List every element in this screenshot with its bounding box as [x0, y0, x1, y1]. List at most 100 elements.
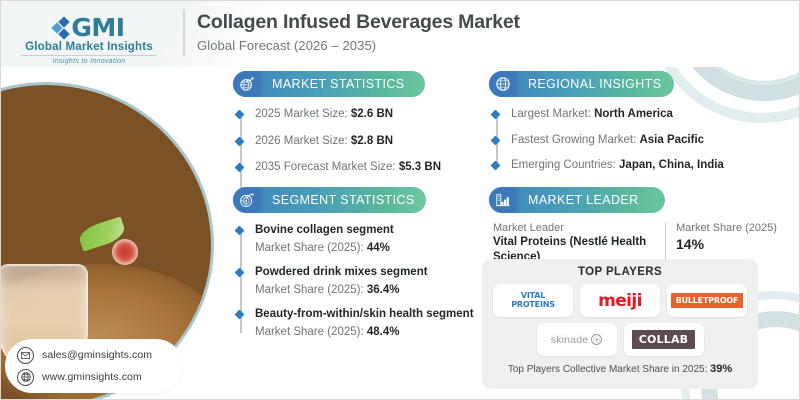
region-label: Emerging Countries:: [511, 159, 620, 172]
contact-website-row[interactable]: www.gminsights.com: [17, 368, 183, 386]
segment-name: Beauty-from-within/skin health segment: [255, 308, 474, 321]
photo-fig-slice: [112, 238, 138, 265]
stat-label: 2035 Forecast Market Size:: [255, 161, 399, 174]
list-item: Emerging Countries: Japan, China, India: [490, 158, 789, 174]
diamond-icon: [51, 15, 71, 40]
region-label: Fastest Growing Market:: [511, 133, 640, 146]
top-players-title: TOP PLAYERS: [577, 266, 663, 278]
contact-email: sales@gminsights.com: [42, 349, 153, 361]
list-item: Powdered drink mixes segment Market Shar…: [234, 265, 495, 298]
player-logo-collab[interactable]: COLLAB: [623, 323, 704, 356]
contact-panel: sales@gminsights.com www.gminsights.com: [5, 339, 183, 393]
top-players-panel: TOP PLAYERS VITAL PROTEINS meiji BULLETP…: [482, 259, 758, 389]
vital-proteins-line1: VITAL: [520, 291, 546, 301]
bullet-diamond-icon: [234, 136, 245, 146]
bullet-diamond-icon: [490, 160, 501, 171]
segment-statistics-pill: SEGMENT STATISTICS: [233, 187, 426, 213]
list-item: Bovine collagen segment Market Share (20…: [234, 223, 495, 256]
top-players-row-2: skinade ⦿ COLLAB: [492, 323, 748, 356]
player-logo-label: BULLETPROOF: [670, 293, 744, 308]
list-item: 2026 Market Size: $2.8 BN: [234, 134, 493, 150]
segment-share-value: 36.4%: [366, 283, 400, 296]
regional-insights-header: REGIONAL INSIGHTS: [489, 71, 789, 97]
envelope-icon: [17, 346, 34, 364]
segment-share-label: Market Share (2025):: [255, 325, 367, 338]
page-header: GMI Global Market Insights Insights to I…: [1, 1, 799, 67]
regional-insights-panel: REGIONAL INSIGHTS Largest Market: North …: [489, 71, 789, 174]
page-title: Collagen Infused Beverages Market: [197, 11, 520, 33]
title-block: Collagen Infused Beverages Market Global…: [197, 11, 520, 53]
player-logo-label: meiji: [598, 290, 642, 311]
player-logo-skinade[interactable]: skinade ⦿: [536, 323, 617, 356]
stat-label: 2025 Market Size:: [255, 108, 351, 120]
logo-tagline: Insights to Innovation: [52, 58, 126, 65]
market-leader-pill: MARKET LEADER: [489, 187, 665, 213]
market-leader-caption: Market Leader: [493, 222, 564, 234]
bullet-connector: [240, 113, 242, 196]
stat-value: $2.6 BN: [350, 108, 394, 120]
player-logo-label: skinade: [550, 333, 589, 346]
region-value: North America: [594, 108, 673, 120]
player-logo-label: PROTEINS: [511, 299, 555, 309]
bullet-diamond-icon: [490, 109, 501, 120]
segment-share-value: 48.4%: [366, 325, 400, 338]
market-leader-share-block: Market Share (2025) 14%: [665, 222, 777, 265]
regional-insights-list: Largest Market: North America Fastest Gr…: [489, 107, 789, 174]
title-divider: [183, 10, 185, 56]
collective-share-label: Top Players Collective Market Share in 2…: [507, 364, 711, 375]
globe-icon: [17, 368, 34, 386]
list-item: Beauty-from-within/skin health segment M…: [234, 307, 495, 340]
market-statistics-title: MARKET STATISTICS: [272, 77, 405, 91]
market-leader-panel: MARKET LEADER Market Leader Vital Protei…: [489, 187, 789, 265]
factory-chart-icon: [489, 187, 517, 213]
pie-chart-target-icon: [233, 187, 261, 213]
bullet-diamond-icon: [234, 267, 245, 278]
market-statistics-header: MARKET STATISTICS: [233, 71, 493, 97]
top-players-footer: Top Players Collective Market Share in 2…: [492, 363, 748, 375]
globe-chart-icon: [233, 71, 261, 97]
list-item: Fastest Growing Market: Asia Pacific: [490, 133, 789, 149]
bullet-diamond-icon: [234, 309, 245, 320]
segment-statistics-title: SEGMENT STATISTICS: [272, 193, 415, 207]
market-leader-title: MARKET LEADER: [528, 193, 639, 207]
regional-insights-title: REGIONAL INSIGHTS: [528, 77, 662, 91]
contact-website: www.gminsights.com: [42, 371, 142, 383]
region-value: Japan, China, India: [619, 159, 724, 172]
logo-mark: GMI: [13, 15, 165, 40]
segment-share-label: Market Share (2025):: [255, 241, 367, 254]
contact-email-row[interactable]: sales@gminsights.com: [17, 346, 183, 364]
list-item: Largest Market: North America: [490, 107, 789, 123]
region-value: Asia Pacific: [639, 133, 705, 146]
market-leader-header: MARKET LEADER: [489, 187, 789, 213]
logo-initials: GMI: [71, 13, 125, 42]
stat-value: $5.3 BN: [398, 161, 441, 174]
segment-name: Powdered drink mixes segment: [255, 266, 428, 279]
market-statistics-pill: MARKET STATISTICS: [233, 71, 425, 97]
player-logo-vital-proteins[interactable]: VITAL PROTEINS: [493, 284, 573, 317]
header-background: [1, 1, 799, 67]
list-item: 2025 Market Size: $2.6 BN: [234, 107, 493, 123]
bullet-diamond-icon: [234, 225, 245, 236]
player-logo-label: COLLAB: [631, 330, 696, 349]
player-logo-bulletproof[interactable]: BULLETPROOF: [667, 284, 747, 317]
segment-share-value: 44%: [366, 241, 390, 254]
segment-share-label: Market Share (2025):: [255, 283, 367, 296]
segment-statistics-panel: SEGMENT STATISTICS Bovine collagen segme…: [233, 187, 495, 349]
bullet-connector: [240, 229, 242, 334]
globe-icon: [489, 71, 517, 97]
bullet-diamond-icon: [234, 109, 245, 120]
segment-name: Bovine collagen segment: [255, 224, 394, 236]
top-players-row-1: VITAL PROTEINS meiji BULLETPROOF: [492, 284, 748, 317]
player-logo-meiji[interactable]: meiji: [580, 284, 660, 317]
stat-value: $2.8 BN: [350, 134, 394, 147]
bullet-diamond-icon: [490, 135, 501, 145]
stat-label: 2026 Market Size:: [255, 134, 351, 147]
region-label: Largest Market:: [511, 108, 595, 120]
segment-statistics-list: Bovine collagen segment Market Share (20…: [233, 223, 495, 340]
list-item: 2035 Forecast Market Size: $5.3 BN: [234, 160, 493, 176]
logo-divider: [21, 55, 157, 56]
market-share-value: 14%: [676, 236, 705, 252]
collective-share-value: 39%: [710, 363, 733, 375]
market-share-caption: Market Share (2025): [676, 222, 777, 234]
